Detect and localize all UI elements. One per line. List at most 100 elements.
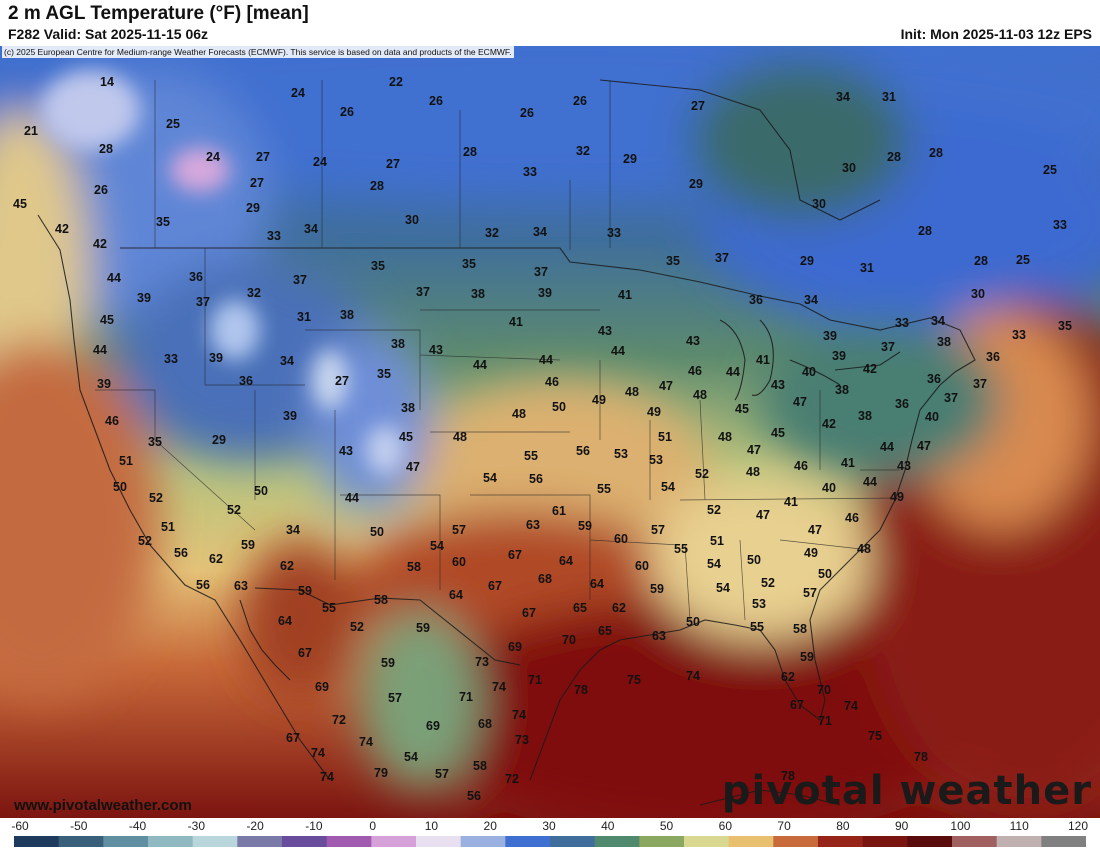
temperature-label: 47 bbox=[793, 395, 807, 409]
temperature-label: 27 bbox=[691, 99, 705, 113]
temperature-label: 33 bbox=[164, 352, 178, 366]
temperature-label: 48 bbox=[718, 430, 732, 444]
temperature-label: 29 bbox=[623, 152, 637, 166]
temperature-label: 60 bbox=[452, 555, 466, 569]
temperature-label: 59 bbox=[578, 519, 592, 533]
temperature-label: 36 bbox=[749, 293, 763, 307]
temperature-label: 50 bbox=[747, 553, 761, 567]
temperature-label: 45 bbox=[13, 197, 27, 211]
temperature-label: 52 bbox=[761, 576, 775, 590]
temperature-label: 33 bbox=[895, 316, 909, 330]
colorbar-segment bbox=[416, 836, 462, 847]
temperature-label: 33 bbox=[607, 226, 621, 240]
temperature-label: 32 bbox=[576, 144, 590, 158]
temperature-label: 34 bbox=[280, 354, 294, 368]
temperature-label: 46 bbox=[545, 375, 559, 389]
temperature-label: 74 bbox=[686, 669, 700, 683]
temperature-label: 26 bbox=[340, 105, 354, 119]
temperature-label: 28 bbox=[99, 142, 113, 156]
temperature-label: 38 bbox=[835, 383, 849, 397]
temperature-label: 78 bbox=[781, 769, 795, 783]
valid-time: F282 Valid: Sat 2025-11-15 06z bbox=[8, 26, 209, 42]
temperature-label: 70 bbox=[562, 633, 576, 647]
temperature-label: 35 bbox=[1058, 319, 1072, 333]
temperature-label: 40 bbox=[822, 481, 836, 495]
temperature-label: 37 bbox=[973, 377, 987, 391]
colorbar-tick-label: 100 bbox=[950, 819, 971, 833]
temperature-label: 55 bbox=[750, 620, 764, 634]
temperature-label: 54 bbox=[716, 581, 730, 595]
temperature-label: 35 bbox=[377, 367, 391, 381]
temperature-label: 24 bbox=[206, 150, 220, 164]
temperature-label: 39 bbox=[97, 377, 111, 391]
temperature-label: 42 bbox=[55, 222, 69, 236]
temperature-label: 28 bbox=[463, 145, 477, 159]
temperature-label: 38 bbox=[401, 401, 415, 415]
temperature-label: 24 bbox=[291, 86, 305, 100]
temperature-label: 43 bbox=[771, 378, 785, 392]
temperature-label: 33 bbox=[267, 229, 281, 243]
temperature-label: 59 bbox=[298, 584, 312, 598]
colorbar-tick-label: 10 bbox=[424, 819, 439, 833]
colorbar-segment bbox=[907, 836, 953, 847]
colorbar-scale bbox=[14, 836, 1086, 847]
temperature-label: 48 bbox=[512, 407, 526, 421]
temperature-label: 59 bbox=[800, 650, 814, 664]
temperature-label: 64 bbox=[449, 588, 463, 602]
temperature-label: 21 bbox=[24, 124, 38, 138]
temperature-label: 33 bbox=[1012, 328, 1026, 342]
temperature-label: 31 bbox=[297, 310, 311, 324]
temperature-label: 41 bbox=[756, 353, 770, 367]
temperature-label: 40 bbox=[925, 410, 939, 424]
temperature-label: 26 bbox=[573, 94, 587, 108]
temperature-label: 44 bbox=[345, 491, 359, 505]
colorbar-segment bbox=[952, 836, 998, 847]
temperature-label: 57 bbox=[452, 523, 466, 537]
temperature-label: 47 bbox=[659, 379, 673, 393]
temperature-label: 36 bbox=[239, 374, 253, 388]
temperature-label: 48 bbox=[746, 465, 760, 479]
colorbar-segment bbox=[996, 836, 1042, 847]
temperature-label: 31 bbox=[860, 261, 874, 275]
temperature-label: 28 bbox=[887, 150, 901, 164]
temperature-label: 41 bbox=[784, 495, 798, 509]
temperature-label: 37 bbox=[293, 273, 307, 287]
temperature-label: 54 bbox=[430, 539, 444, 553]
temperature-label: 26 bbox=[429, 94, 443, 108]
website-url[interactable]: www.pivotalweather.com bbox=[14, 797, 192, 814]
temperature-label: 60 bbox=[635, 559, 649, 573]
temperature-label: 67 bbox=[298, 646, 312, 660]
temperature-label: 39 bbox=[832, 349, 846, 363]
temperature-label: 74 bbox=[492, 680, 506, 694]
temperature-label: 59 bbox=[381, 656, 395, 670]
temperature-label: 27 bbox=[386, 157, 400, 171]
temperature-label: 35 bbox=[666, 254, 680, 268]
temperature-label: 73 bbox=[515, 733, 529, 747]
temperature-label: 26 bbox=[94, 183, 108, 197]
colorbar-tick-label: 120 bbox=[1067, 819, 1089, 833]
temperature-label: 37 bbox=[881, 340, 895, 354]
temperature-label: 29 bbox=[212, 433, 226, 447]
colorbar-tick-label: 40 bbox=[601, 819, 615, 833]
colorbar-tick-label: 70 bbox=[777, 819, 791, 833]
temperature-label: 29 bbox=[800, 254, 814, 268]
temperature-label: 68 bbox=[538, 572, 552, 586]
temperature-label: 37 bbox=[196, 295, 210, 309]
temperature-label: 34 bbox=[931, 314, 945, 328]
temperature-label: 49 bbox=[804, 546, 818, 560]
temperature-label: 58 bbox=[407, 560, 421, 574]
temperature-label: 45 bbox=[735, 402, 749, 416]
temperature-label: 34 bbox=[804, 293, 818, 307]
temperature-label: 51 bbox=[710, 534, 724, 548]
temperature-label: 78 bbox=[574, 683, 588, 697]
colorbar-tick-label: 0 bbox=[369, 819, 376, 833]
temperature-label: 24 bbox=[313, 155, 327, 169]
temperature-label: 42 bbox=[863, 362, 877, 376]
temperature-label: 62 bbox=[280, 559, 294, 573]
temperature-label: 67 bbox=[508, 548, 522, 562]
temperature-map[interactable]: 14 22 24 26 26 26 26 27 34 31 21 25 28 24 27 24 27 28 32 29… bbox=[0, 46, 1100, 818]
temperature-label: 28 bbox=[929, 146, 943, 160]
temperature-label: 57 bbox=[651, 523, 665, 537]
temperature-label: 69 bbox=[508, 640, 522, 654]
temperature-label: 67 bbox=[522, 606, 536, 620]
